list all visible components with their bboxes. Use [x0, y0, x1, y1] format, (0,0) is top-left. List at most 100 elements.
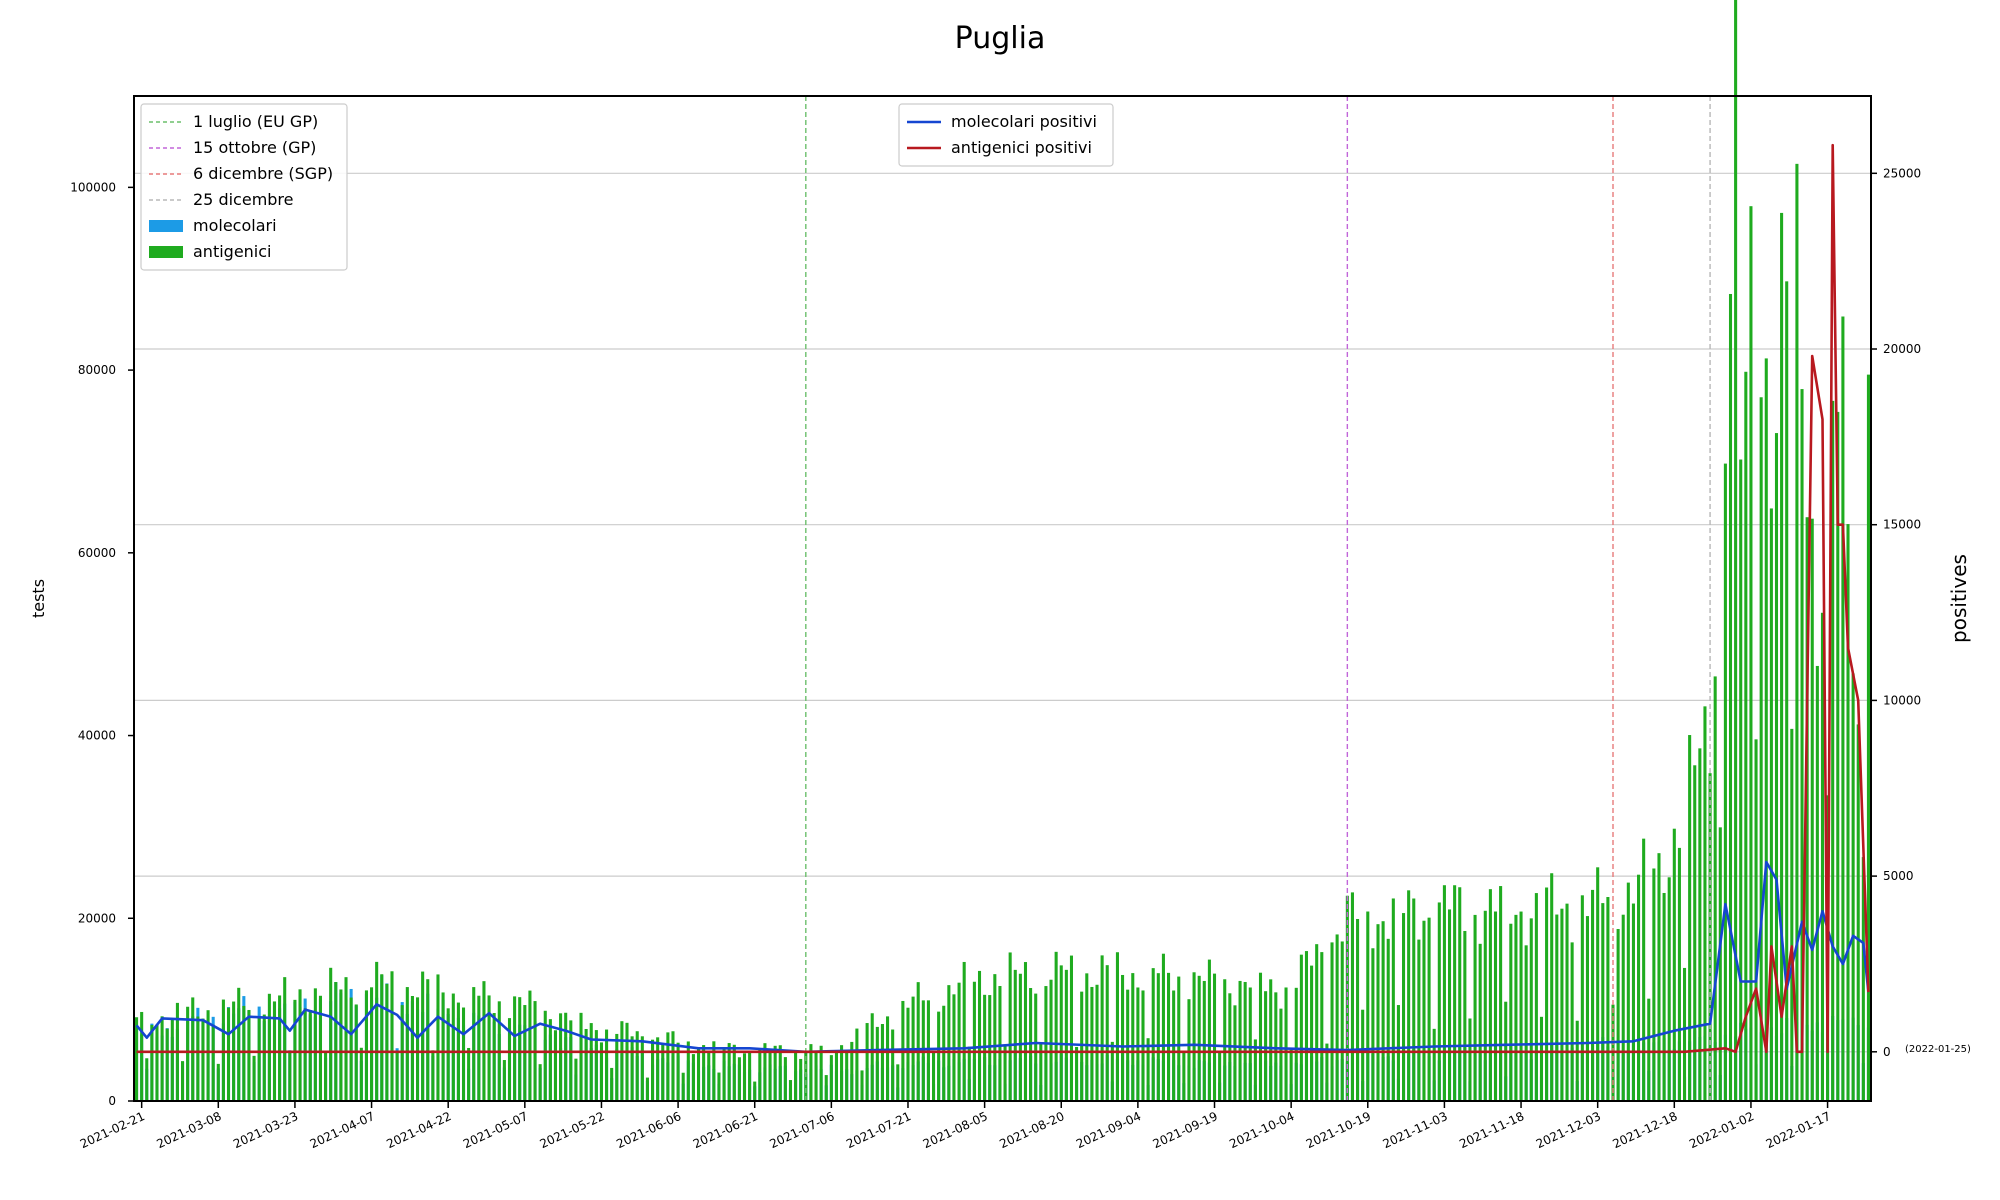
antigenici-bar	[1800, 389, 1804, 1101]
antigenici-bar	[170, 1019, 174, 1101]
right-tick-label: 10000	[1883, 693, 1921, 707]
antigenici-bar	[691, 1054, 695, 1101]
antigenici-bar	[1744, 371, 1748, 1101]
antigenici-bar	[242, 1005, 246, 1101]
antigenici-bar	[727, 1043, 731, 1101]
left-tick-label: 0	[108, 1094, 116, 1108]
antigenici-bar	[564, 1012, 568, 1101]
antigenici-bar	[1861, 857, 1865, 1101]
antigenici-bar	[1233, 1005, 1237, 1101]
x-tick-label: 2021-09-04	[1074, 1109, 1143, 1151]
antigenici-bar	[1442, 885, 1446, 1101]
antigenici-bar	[201, 1018, 205, 1101]
antigenici-bar	[1545, 887, 1549, 1101]
antigenici-bar	[1289, 1049, 1293, 1101]
x-tick-label: 2021-12-03	[1534, 1109, 1603, 1151]
bottom-axis: 2021-02-21 2021-03-08 2021-03-23 2021-04-07…	[78, 1101, 1833, 1151]
antigenici-bar	[1539, 1016, 1544, 1101]
antigenici-bar	[1529, 918, 1533, 1101]
antigenici-bar	[436, 974, 440, 1101]
x-tick-label: 2021-10-04	[1227, 1109, 1296, 1151]
antigenici-bar	[1846, 524, 1850, 1101]
antigenici-bar	[298, 989, 302, 1101]
antigenici-bar	[702, 1045, 706, 1101]
antigenici-bar	[686, 1041, 690, 1101]
antigenici-bar	[656, 1037, 660, 1101]
antigenici-bar	[487, 995, 491, 1101]
antigenici-bar	[630, 1036, 634, 1101]
antigenici-bar	[1115, 952, 1119, 1101]
right-axis: 0 5000 10000 15000 20000 25000 (2022-01-25)	[1871, 166, 1971, 1059]
antigenici-bar	[1039, 1043, 1043, 1101]
antigenici-bar	[538, 1064, 542, 1101]
antigenici-bar	[620, 1021, 624, 1101]
x-tick-label: 2021-04-22	[384, 1109, 453, 1151]
antigenici-bar	[1524, 945, 1528, 1101]
legend-label: 15 ottobre (GP)	[193, 138, 316, 157]
antigenici-bar	[1013, 969, 1017, 1101]
antigenici-bar	[324, 1051, 328, 1101]
antigenici-bar	[1075, 1046, 1079, 1101]
antigenici-bar	[186, 1006, 190, 1101]
antigenici-bar	[865, 1023, 869, 1101]
antigenici-bar	[237, 987, 241, 1101]
antigenici-bar	[937, 1011, 941, 1101]
antigenici-bar	[1866, 374, 1870, 1101]
antigenici-bar	[211, 1024, 215, 1101]
antigenici-bar	[748, 1051, 752, 1101]
antigenici-bar	[477, 995, 481, 1101]
antigenici-bar	[1458, 887, 1462, 1101]
antigenici-bar	[1064, 969, 1068, 1101]
antigenici-bar	[1402, 913, 1406, 1101]
antigenici-bar	[1810, 518, 1814, 1101]
antigenici-bar	[160, 1016, 164, 1101]
antigenici-bar	[145, 1058, 149, 1101]
legend-label: 25 dicembre	[193, 190, 294, 209]
antigenici-bar	[1274, 992, 1278, 1101]
antigenici-bar	[1248, 987, 1252, 1101]
x-tick-label: 2021-05-07	[461, 1109, 530, 1151]
antigenici-bar	[794, 1051, 798, 1101]
antigenici-bar	[1243, 981, 1247, 1101]
antigenici-bar	[441, 992, 445, 1101]
antigenici-bar	[1820, 612, 1824, 1101]
antigenici-bar	[742, 1053, 747, 1101]
x-tick-label: 2021-12-18	[1610, 1109, 1679, 1151]
legend-upper-left: 1 luglio (EU GP) 15 ottobre (GP) 6 dicembr…	[140, 103, 348, 271]
antigenici-bar	[1335, 934, 1339, 1101]
antigenici-bar	[313, 988, 317, 1101]
antigenici-bar	[773, 1045, 777, 1101]
antigenici-bar	[886, 1016, 890, 1101]
x-tick-label: 2021-06-06	[614, 1109, 683, 1151]
antigenici-bar	[226, 1007, 231, 1101]
antigenici-bar	[993, 974, 997, 1101]
antigenici-bar	[1831, 400, 1835, 1101]
antigenici-bar	[1514, 914, 1518, 1101]
antigenici-bar	[942, 1005, 946, 1101]
event-lines	[805, 96, 1711, 1101]
x-tick-label: 2021-10-19	[1304, 1109, 1373, 1151]
antigenici-bar	[181, 1061, 185, 1101]
x-tick-label: 2021-08-05	[921, 1109, 990, 1151]
left-tick-label: 100000	[70, 180, 116, 194]
antigenici-bar	[1003, 1045, 1007, 1101]
antigenici-bar	[1774, 433, 1779, 1102]
right-axis-label: positives	[1947, 554, 1971, 643]
antigenici-positivi-line	[136, 143, 1870, 1054]
antigenici-bar	[1488, 889, 1492, 1101]
antigenici-bar	[1575, 1020, 1579, 1101]
antigenici-bar	[584, 1029, 588, 1101]
antigenici-bar	[1790, 728, 1794, 1101]
antigenici-bar	[957, 982, 961, 1101]
antigenici-bar	[967, 1046, 971, 1101]
antigenici-bar	[559, 1013, 563, 1101]
antigenici-bar	[1202, 980, 1206, 1101]
antigenici-bar	[1197, 975, 1201, 1101]
antigenici-bar	[1693, 765, 1697, 1101]
antigenici-bar	[461, 1007, 466, 1101]
antigenici-bar	[288, 1052, 292, 1101]
antigenici-bar	[916, 982, 920, 1101]
antigenici-bar	[467, 1047, 471, 1101]
legend-swatch	[149, 246, 183, 258]
antigenici-bar	[1606, 897, 1610, 1101]
